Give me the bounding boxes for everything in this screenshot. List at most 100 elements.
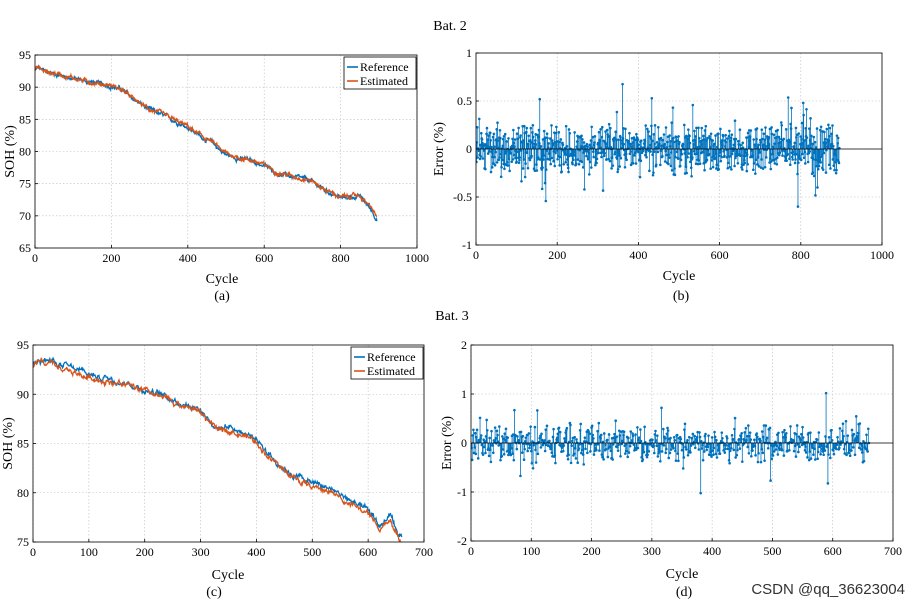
error-point (845, 453, 848, 457)
error-point (477, 117, 481, 121)
error-point (816, 450, 820, 454)
error-point (831, 124, 834, 127)
error-point (819, 125, 823, 129)
error-point (783, 433, 787, 437)
error-point (812, 453, 815, 456)
error-point (552, 159, 555, 163)
error-point (817, 164, 821, 168)
error-point (591, 135, 595, 139)
x-tick-label: 100 (522, 544, 540, 558)
error-point (688, 134, 691, 138)
error-point (757, 452, 760, 455)
error-point (490, 429, 493, 433)
error-point (488, 436, 491, 440)
error-point (588, 143, 591, 147)
error-point (569, 423, 572, 427)
error-point (782, 137, 786, 141)
error-point (625, 158, 628, 162)
error-point (527, 134, 531, 138)
error-point (538, 142, 541, 145)
error-point (770, 126, 773, 129)
error-point (486, 152, 490, 155)
error-point (482, 445, 486, 449)
error-point (763, 459, 766, 462)
error-point (519, 134, 522, 137)
error-point (652, 171, 655, 174)
error-point (764, 156, 768, 159)
error-point (686, 438, 689, 442)
error-point (661, 138, 665, 142)
panel-label: (a) (214, 289, 230, 304)
error-point (544, 168, 548, 171)
error-point (603, 151, 607, 155)
error-point (727, 155, 730, 158)
error-point (557, 426, 561, 430)
error-point (813, 140, 817, 144)
error-point (542, 158, 545, 161)
error-point (770, 132, 774, 136)
error-point (803, 449, 807, 452)
error-point (667, 156, 671, 159)
error-point (628, 444, 632, 448)
error-point (784, 128, 788, 131)
error-point (619, 455, 622, 458)
error-point (557, 131, 561, 134)
error-point (829, 167, 832, 170)
error-point (857, 446, 861, 450)
y-tick-label: 1 (466, 46, 472, 60)
error-point (734, 456, 737, 459)
error-point (792, 439, 795, 443)
error-point (484, 167, 487, 171)
error-point (619, 135, 622, 139)
error-point (493, 155, 496, 159)
error-point (655, 444, 658, 448)
error-point (793, 161, 797, 165)
error-point (762, 132, 766, 135)
error-point (756, 460, 760, 464)
error-point (781, 430, 784, 434)
error-point (574, 162, 578, 165)
error-point (686, 453, 690, 457)
error-point (507, 137, 510, 140)
error-point (619, 156, 623, 160)
error-point (604, 448, 608, 451)
error-point (668, 451, 672, 455)
error-point (727, 134, 731, 138)
error-point (689, 166, 693, 170)
error-point (709, 132, 713, 136)
error-point (791, 150, 795, 154)
error-point (794, 455, 798, 458)
error-point (553, 164, 557, 168)
error-point (670, 121, 673, 124)
error-point (607, 122, 611, 126)
error-point (543, 449, 547, 453)
error-point (512, 153, 516, 157)
error-point (590, 166, 593, 169)
error-point (814, 194, 817, 197)
error-point (501, 435, 504, 438)
error-point (586, 451, 589, 455)
error-point (624, 152, 628, 156)
error-point (551, 143, 555, 147)
error-point (816, 457, 819, 460)
error-point (581, 138, 584, 141)
error-point (511, 158, 515, 161)
error-point (636, 426, 639, 429)
error-point (478, 157, 482, 161)
error-point (743, 161, 747, 165)
error-point (788, 448, 791, 452)
error-point (592, 453, 596, 456)
error-point (481, 453, 485, 456)
error-point (827, 123, 830, 127)
error-point (822, 453, 825, 457)
error-point (778, 151, 782, 154)
error-point (596, 429, 599, 433)
error-point (707, 152, 711, 156)
error-point (759, 140, 762, 144)
error-point (694, 162, 698, 166)
error-point (815, 438, 819, 441)
error-point (636, 446, 640, 450)
error-point (638, 175, 642, 179)
error-point (701, 458, 705, 462)
